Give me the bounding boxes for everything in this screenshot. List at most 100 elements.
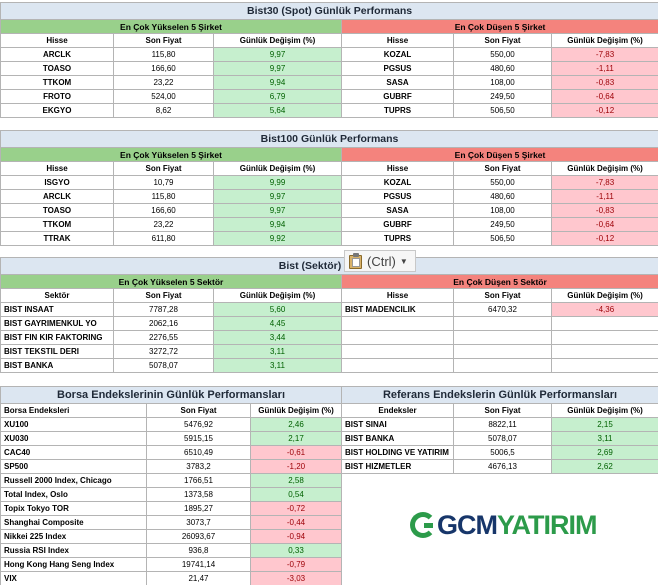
index-change[interactable]: -3,03 xyxy=(249,571,343,585)
index-name[interactable]: XU100 xyxy=(0,417,147,432)
index-name[interactable]: SP500 xyxy=(0,459,147,474)
empty-cell[interactable] xyxy=(453,358,552,373)
stock-price[interactable]: 480,60 xyxy=(453,61,552,76)
index-change[interactable]: -1,20 xyxy=(249,459,343,474)
index-name[interactable]: Shanghai Composite xyxy=(0,515,147,530)
stock-change[interactable]: 9,97 xyxy=(213,203,342,218)
empty-cell[interactable] xyxy=(550,358,658,373)
sector-name[interactable]: BIST BANKA xyxy=(0,358,114,373)
index-name[interactable]: Russell 2000 Index, Chicago xyxy=(0,473,147,488)
stock-change[interactable]: -0,64 xyxy=(550,89,658,104)
stock-change[interactable]: 9,92 xyxy=(213,231,342,246)
index-price[interactable]: 4676,13 xyxy=(453,459,552,474)
index-change[interactable]: -0,61 xyxy=(249,445,343,460)
index-change[interactable]: 2,46 xyxy=(249,417,343,432)
index-change[interactable]: 3,11 xyxy=(550,431,658,446)
stock-price[interactable]: 166,60 xyxy=(113,203,214,218)
index-price[interactable]: 3073,7 xyxy=(146,515,251,530)
stock-price[interactable]: 23,22 xyxy=(113,217,214,232)
index-change[interactable]: -0,72 xyxy=(249,501,343,516)
empty-cell[interactable] xyxy=(550,344,658,359)
index-price[interactable]: 21,47 xyxy=(146,571,251,585)
index-change[interactable]: 2,69 xyxy=(550,445,658,460)
stock-change[interactable]: -0,12 xyxy=(550,103,658,118)
stock-change[interactable]: -7,83 xyxy=(550,47,658,62)
index-price[interactable]: 1766,51 xyxy=(146,473,251,488)
stock-price[interactable]: 108,00 xyxy=(453,75,552,90)
index-name[interactable]: Topix Tokyo TOR xyxy=(0,501,147,516)
stock-change[interactable]: -1,11 xyxy=(550,61,658,76)
empty-cell[interactable] xyxy=(341,358,454,373)
index-name[interactable]: Russia RSI Index xyxy=(0,543,147,558)
index-name[interactable]: BIST HOLDING VE YATIRIM xyxy=(341,445,454,460)
sector-change[interactable]: -4,36 xyxy=(550,302,658,317)
stock-name[interactable]: GUBRF xyxy=(341,89,454,104)
empty-cell[interactable] xyxy=(550,316,658,331)
empty-cell[interactable] xyxy=(341,316,454,331)
stock-price[interactable]: 115,80 xyxy=(113,189,214,204)
stock-name[interactable]: ARCLK xyxy=(0,47,114,62)
index-price[interactable]: 19741,14 xyxy=(146,557,251,572)
stock-change[interactable]: -1,11 xyxy=(550,189,658,204)
index-name[interactable]: BIST HIZMETLER xyxy=(341,459,454,474)
stock-change[interactable]: 6,79 xyxy=(213,89,342,104)
index-price[interactable]: 6510,49 xyxy=(146,445,251,460)
stock-name[interactable]: TTRAK xyxy=(0,231,114,246)
index-change[interactable]: 2,15 xyxy=(550,417,658,432)
index-price[interactable]: 936,8 xyxy=(146,543,251,558)
stock-change[interactable]: -7,83 xyxy=(550,175,658,190)
sector-change[interactable]: 3,11 xyxy=(213,344,342,359)
empty-cell[interactable] xyxy=(341,344,454,359)
empty-cell[interactable] xyxy=(453,330,552,345)
paste-options-button[interactable]: (Ctrl) ▼ xyxy=(344,250,416,272)
index-change[interactable]: -0,79 xyxy=(249,557,343,572)
sector-price[interactable]: 3272,72 xyxy=(113,344,214,359)
index-change[interactable]: -0,44 xyxy=(249,515,343,530)
stock-name[interactable]: TUPRS xyxy=(341,103,454,118)
stock-name[interactable]: SASA xyxy=(341,203,454,218)
empty-cell[interactable] xyxy=(341,330,454,345)
stock-name[interactable]: TTKOM xyxy=(0,217,114,232)
stock-price[interactable]: 249,50 xyxy=(453,89,552,104)
stock-name[interactable]: ARCLK xyxy=(0,189,114,204)
stock-name[interactable]: FROTO xyxy=(0,89,114,104)
stock-name[interactable]: TTKOM xyxy=(0,75,114,90)
index-price[interactable]: 8822,11 xyxy=(453,417,552,432)
stock-change[interactable]: 9,97 xyxy=(213,189,342,204)
stock-price[interactable]: 524,00 xyxy=(113,89,214,104)
sector-name[interactable]: BIST INSAAT xyxy=(0,302,114,317)
sector-change[interactable]: 4,45 xyxy=(213,316,342,331)
index-name[interactable]: Hong Kong Hang Seng Index xyxy=(0,557,147,572)
index-change[interactable]: -0,94 xyxy=(249,529,343,544)
sector-price[interactable]: 5078,07 xyxy=(113,358,214,373)
index-change[interactable]: 2,17 xyxy=(249,431,343,446)
stock-change[interactable]: 9,94 xyxy=(213,75,342,90)
stock-price[interactable]: 506,50 xyxy=(453,103,552,118)
stock-price[interactable]: 550,00 xyxy=(453,47,552,62)
stock-change[interactable]: -0,83 xyxy=(550,75,658,90)
stock-price[interactable]: 611,80 xyxy=(113,231,214,246)
empty-cell[interactable] xyxy=(453,316,552,331)
stock-price[interactable]: 8,62 xyxy=(113,103,214,118)
index-name[interactable]: BIST SINAI xyxy=(341,417,454,432)
stock-name[interactable]: TOASO xyxy=(0,203,114,218)
stock-name[interactable]: ISGYO xyxy=(0,175,114,190)
empty-cell[interactable] xyxy=(550,330,658,345)
sector-price[interactable]: 6470,32 xyxy=(453,302,552,317)
index-price[interactable]: 26093,67 xyxy=(146,529,251,544)
index-price[interactable]: 5078,07 xyxy=(453,431,552,446)
stock-change[interactable]: -0,12 xyxy=(550,231,658,246)
stock-name[interactable]: TOASO xyxy=(0,61,114,76)
stock-price[interactable]: 550,00 xyxy=(453,175,552,190)
index-change[interactable]: 2,58 xyxy=(249,473,343,488)
sector-change[interactable]: 3,44 xyxy=(213,330,342,345)
index-change[interactable]: 0,54 xyxy=(249,487,343,502)
sector-name[interactable]: BIST FIN KIR FAKTORING xyxy=(0,330,114,345)
sector-price[interactable]: 7787,28 xyxy=(113,302,214,317)
index-price[interactable]: 1373,58 xyxy=(146,487,251,502)
stock-change[interactable]: -0,64 xyxy=(550,217,658,232)
index-price[interactable]: 5915,15 xyxy=(146,431,251,446)
stock-price[interactable]: 166,60 xyxy=(113,61,214,76)
stock-price[interactable]: 23,22 xyxy=(113,75,214,90)
sector-change[interactable]: 5,60 xyxy=(213,302,342,317)
